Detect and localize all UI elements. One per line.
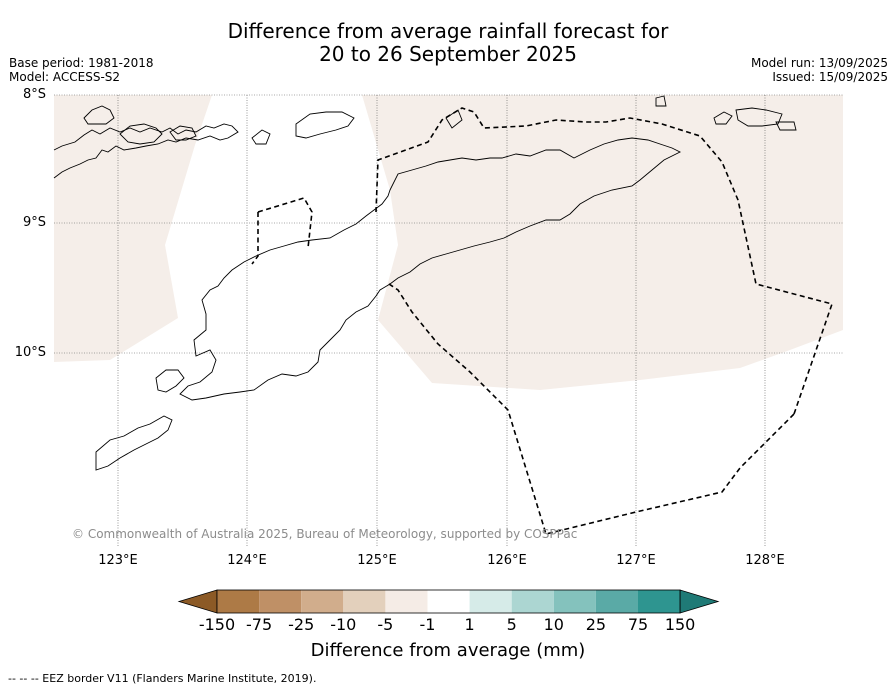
colorbar-bin	[511, 590, 554, 613]
colorbar-bin	[301, 590, 344, 613]
legend-tick-label: -25	[288, 615, 315, 634]
coast-island-ne-1	[655, 95, 667, 107]
colorbar-extend-low	[177, 589, 218, 614]
lon-label-126e: 126°E	[487, 553, 527, 568]
eez-border	[251, 107, 834, 535]
coast-roti	[155, 369, 185, 393]
legend-tick-label: -10	[330, 615, 357, 634]
title-line-1: Difference from average rainfall forecas…	[227, 19, 669, 43]
shading-east	[362, 95, 843, 390]
anomaly-shading	[54, 95, 843, 390]
lon-label-127e: 127°E	[616, 553, 656, 568]
coast-island-ne-2	[713, 111, 733, 125]
colorbar-bin	[553, 590, 596, 613]
coastlines	[53, 95, 797, 471]
colorbar	[177, 589, 720, 614]
coast-island-4	[295, 111, 355, 139]
gridlines	[54, 94, 843, 546]
legend-tick-label: 10	[543, 615, 564, 634]
coast-island-2	[119, 123, 163, 145]
eez-line-north	[375, 107, 834, 415]
legend-tick-label: 5	[506, 615, 517, 634]
lat-label-9s: 9°S	[22, 215, 46, 230]
meta-left: Base period: 1981-2018 Model: ACCESS-S2	[9, 56, 154, 84]
colorbar-bin	[343, 590, 386, 613]
colorbar-bin	[595, 590, 638, 613]
legend-tick-label: 25	[585, 615, 607, 634]
coast-flores-alor	[53, 123, 239, 179]
legend-tick-label: -1	[419, 615, 436, 634]
lat-label-10s: 10°S	[14, 345, 46, 360]
eez-line-south	[385, 281, 795, 535]
legend-tick-label: 75	[627, 615, 649, 634]
lon-label-128e: 128°E	[745, 553, 785, 568]
colorbar-bin	[469, 590, 512, 613]
eez-footnote: -- -- -- EEZ border V11 (Flanders Marine…	[8, 672, 317, 685]
shading-west	[54, 95, 212, 362]
title-line-2: 20 to 26 September 2025	[319, 42, 577, 66]
legend-tick-label: -75	[246, 615, 273, 634]
legend-tick-label: 1	[464, 615, 475, 634]
base-period-text: Base period: 1981-2018	[9, 56, 154, 70]
coast-island-ne-4	[775, 121, 797, 131]
lon-label-123e: 123°E	[98, 553, 138, 568]
coast-sumba	[95, 415, 173, 471]
legend-title: Difference from average (mm)	[310, 640, 586, 661]
legend-tick-label: -150	[198, 615, 236, 634]
coast-island-3	[169, 125, 197, 141]
coast-timor	[179, 137, 682, 401]
colorbar-bin	[259, 590, 302, 613]
colorbar-bin	[385, 590, 428, 613]
colorbar-bin	[217, 590, 260, 613]
colorbar-extend-high	[679, 589, 720, 614]
copyright-text: © Commonwealth of Australia 2025, Bureau…	[72, 527, 578, 541]
colorbar-bin	[638, 590, 681, 613]
legend-tick-label: -5	[377, 615, 394, 634]
coast-island-ne-3	[735, 107, 783, 127]
meta-right: Model run: 13/09/2025 Issued: 15/09/2025	[751, 56, 888, 84]
coast-island-5	[251, 129, 271, 145]
issued-text: Issued: 15/09/2025	[772, 70, 888, 84]
model-text: Model: ACCESS-S2	[9, 70, 121, 84]
legend-tick-label: 150	[664, 615, 696, 634]
lon-label-124e: 124°E	[227, 553, 267, 568]
lat-label-8s: 8°S	[22, 87, 46, 102]
colorbar-bin	[427, 590, 470, 613]
map-title: Difference from average rainfall forecas…	[0, 20, 896, 66]
coast-island-1	[83, 105, 115, 125]
model-run-text: Model run: 13/09/2025	[750, 56, 888, 70]
eez-line-west-2	[251, 212, 259, 265]
colorbar-outline	[216, 589, 681, 614]
lon-label-125e: 125°E	[357, 553, 397, 568]
